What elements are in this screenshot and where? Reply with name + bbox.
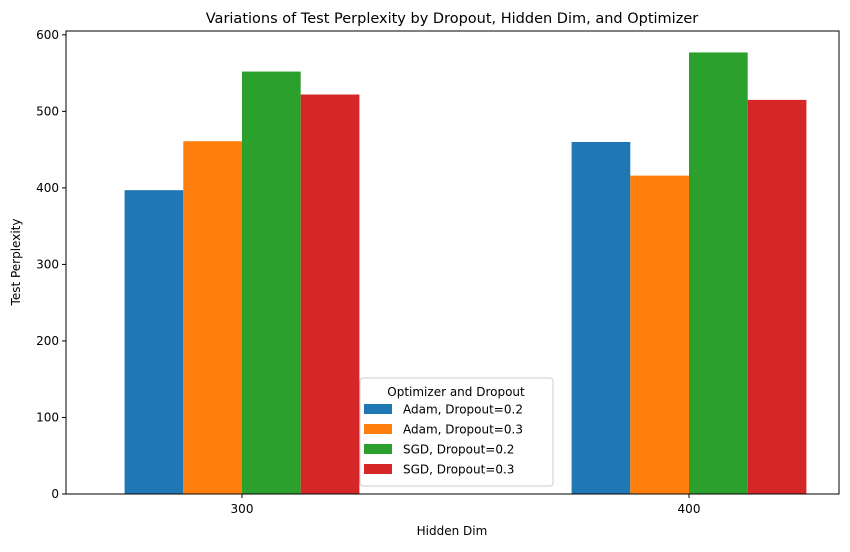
x-axis: 300 400 <box>231 494 701 516</box>
plot-frame <box>65 30 840 495</box>
x-axis-label: Hidden Dim <box>417 524 488 538</box>
bar-400-series-2 <box>630 175 689 494</box>
y-tick-label: 200 <box>36 334 59 348</box>
y-axis: 0 100 200 300 400 500 600 <box>36 28 66 501</box>
x-tick-label: 300 <box>231 502 254 516</box>
legend-swatch-2 <box>364 424 392 434</box>
y-tick-label: 300 <box>36 257 59 271</box>
bar-300-series-4 <box>300 94 360 495</box>
legend-label-2: Adam, Dropout=0.3 <box>403 423 523 437</box>
legend-label-1: Adam, Dropout=0.2 <box>403 403 523 417</box>
y-tick-label: 100 <box>36 410 59 424</box>
chart-title: Variations of Test Perplexity by Dropout… <box>206 11 698 27</box>
bar-300-series-1 <box>124 190 184 494</box>
legend-label-3: SGD, Dropout=0.2 <box>403 443 514 457</box>
y-tick-label: 400 <box>36 181 59 195</box>
x-tick-label: 400 <box>678 502 701 516</box>
legend-swatch-1 <box>364 404 392 414</box>
y-tick-label: 600 <box>36 28 59 42</box>
legend-box <box>359 377 554 487</box>
legend-label-4: SGD, Dropout=0.3 <box>403 463 514 477</box>
bar-400-series-1 <box>571 141 631 494</box>
bar-300-series-3 <box>242 71 301 494</box>
bar-400-series-3 <box>689 52 748 495</box>
legend-swatch-4 <box>364 464 392 474</box>
y-tick-label: 500 <box>36 104 59 118</box>
legend: Optimizer and Dropout Adam, Dropout=0.2 A… <box>359 377 554 487</box>
y-tick-label: 0 <box>51 487 59 501</box>
y-axis-label: Test Perplexity <box>9 219 23 307</box>
bar-400-series-4 <box>747 99 807 494</box>
bar-300-series-2 <box>183 141 242 494</box>
bars-group <box>124 52 807 495</box>
legend-title: Optimizer and Dropout <box>387 385 525 399</box>
legend-swatch-3 <box>364 444 392 454</box>
